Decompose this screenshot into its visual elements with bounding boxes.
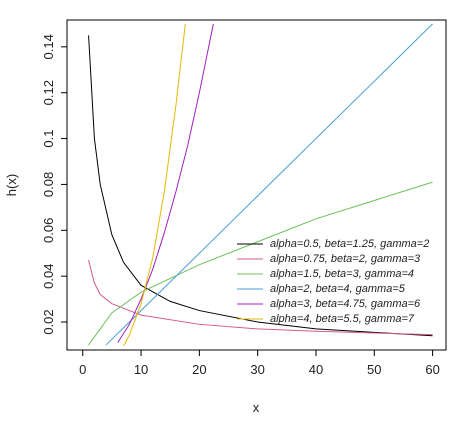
legend-label: alpha=1.5, beta=3, gamma=4: [270, 268, 414, 280]
series-line: [105, 23, 433, 346]
y-tick-label: 0.12: [41, 80, 56, 105]
x-tick-label: 10: [134, 362, 148, 377]
series-line: [123, 23, 186, 347]
series-line: [88, 35, 433, 337]
legend-label: alpha=4, beta=5.5, gamma=7: [270, 313, 415, 325]
y-tick-label: 0.08: [41, 172, 56, 197]
legend-label: alpha=3, beta=4.75, gamma=6: [270, 298, 421, 310]
y-axis-label: h(x): [4, 174, 19, 196]
series-line: [88, 181, 433, 346]
x-tick-label: 20: [192, 362, 206, 377]
y-tick-label: 0.1: [41, 130, 56, 148]
series-line: [117, 23, 214, 343]
legend-label: alpha=2, beta=4, gamma=5: [270, 283, 406, 295]
x-tick-label: 60: [425, 362, 439, 377]
y-tick-label: 0.14: [41, 34, 56, 59]
plot-frame: [66, 19, 447, 351]
legend-label: alpha=0.5, beta=1.25, gamma=2: [270, 238, 429, 250]
y-tick-label: 0.06: [41, 218, 56, 243]
x-tick-label: 0: [79, 362, 86, 377]
y-tick-label: 0.04: [41, 264, 56, 289]
legend-label: alpha=0.75, beta=2, gamma=3: [270, 253, 421, 265]
x-tick-label: 50: [367, 362, 381, 377]
x-tick-label: 40: [309, 362, 323, 377]
plot-area: [88, 23, 433, 347]
x-tick-label: 30: [250, 362, 264, 377]
x-axis-label: x: [253, 400, 260, 415]
series-line: [88, 259, 433, 336]
y-tick-label: 0.02: [41, 309, 56, 334]
